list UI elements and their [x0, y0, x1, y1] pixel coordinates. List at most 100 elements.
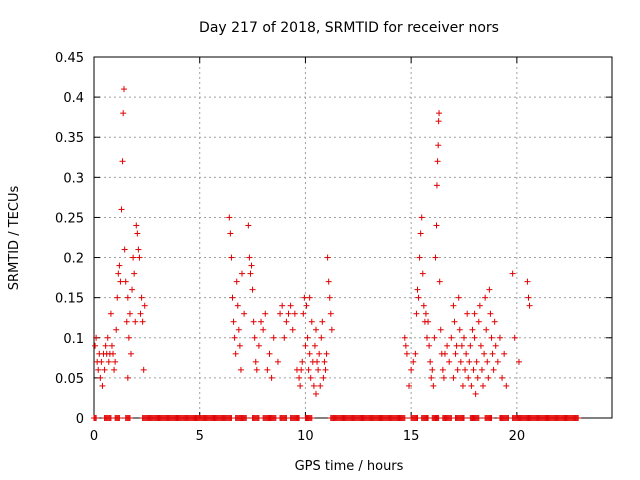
data-point [121, 246, 128, 253]
data-point [450, 374, 457, 381]
data-point [472, 390, 479, 397]
data-point [428, 374, 435, 381]
data-point [111, 366, 118, 373]
data-point [475, 415, 482, 421]
data-point [266, 350, 273, 357]
data-point [121, 86, 128, 93]
data-point [132, 318, 139, 325]
data-point [487, 310, 494, 317]
data-point [93, 334, 100, 341]
data-point [452, 350, 459, 357]
y-tick-label: 0.35 [55, 131, 84, 146]
y-tick-label: 0 [76, 412, 84, 427]
data-point [301, 294, 308, 301]
data-point [307, 374, 314, 381]
data-point [406, 382, 413, 389]
data-point [416, 254, 423, 261]
data-point [422, 310, 429, 317]
data-point [227, 230, 234, 237]
data-point [457, 358, 464, 365]
data-point [494, 358, 501, 365]
data-point [104, 334, 111, 341]
data-point [117, 278, 124, 285]
data-point [499, 374, 506, 381]
data-point [306, 294, 313, 301]
data-point [105, 358, 112, 365]
data-point [137, 310, 144, 317]
data-point [296, 415, 303, 421]
data-point [128, 350, 134, 357]
data-point [289, 326, 296, 333]
data-point [325, 278, 332, 285]
data-point [461, 415, 467, 421]
data-point [446, 358, 453, 365]
data-point [414, 286, 421, 293]
data-point [322, 366, 329, 373]
data-point [444, 342, 451, 349]
data-point [430, 382, 437, 389]
data-point [302, 342, 309, 349]
data-point [435, 118, 442, 125]
data-point [135, 246, 142, 253]
data-point [436, 278, 443, 285]
data-point [403, 350, 410, 357]
data-point [236, 342, 243, 349]
data-point [509, 270, 516, 277]
data-point [124, 374, 131, 381]
data-point [469, 326, 476, 333]
x-axis-label: GPS time / hours [295, 459, 404, 474]
data-point [408, 366, 415, 373]
data-point [401, 415, 408, 421]
data-point [318, 334, 325, 341]
data-point [466, 358, 473, 365]
data-point [524, 278, 531, 285]
data-point [252, 358, 259, 365]
data-point [426, 342, 433, 349]
data-point [433, 182, 440, 189]
data-point [114, 294, 121, 301]
data-point [93, 415, 100, 421]
data-point [247, 270, 254, 277]
plot-frame [93, 56, 613, 419]
data-point [402, 342, 409, 349]
data-point [319, 318, 326, 325]
data-point [277, 310, 284, 317]
y-tick-label: 0.3 [63, 171, 84, 186]
data-point [477, 342, 484, 349]
data-point [101, 366, 108, 373]
data-point [308, 415, 315, 421]
data-point [441, 350, 448, 357]
data-point [488, 415, 495, 421]
data-points [91, 86, 582, 421]
data-point [230, 318, 237, 325]
data-point [482, 294, 489, 301]
data-point [435, 142, 442, 149]
data-point [429, 366, 436, 373]
data-point [314, 358, 321, 365]
y-tick-label: 0.25 [55, 211, 84, 226]
data-point [315, 366, 322, 373]
data-point [471, 310, 478, 317]
data-point [300, 310, 307, 317]
data-point [439, 366, 446, 373]
data-point [511, 334, 518, 341]
chart-title: Day 217 of 2018, SRMTID for receiver nor… [199, 20, 499, 36]
data-point [481, 350, 488, 357]
data-point [483, 326, 490, 333]
data-point [467, 342, 474, 349]
data-point [456, 326, 463, 333]
data-point [459, 382, 466, 389]
data-point [490, 366, 497, 373]
data-point [279, 302, 286, 309]
data-point [303, 302, 310, 309]
data-point [473, 358, 480, 365]
data-point [448, 334, 455, 341]
y-tick-label: 0.05 [55, 372, 84, 387]
y-tick-label: 0.15 [55, 292, 84, 307]
data-point [324, 254, 331, 261]
y-tick-label: 0.2 [63, 252, 84, 267]
data-point [119, 158, 126, 165]
data-point [454, 366, 461, 373]
y-tick-label: 0.4 [63, 91, 84, 106]
data-point [419, 270, 426, 277]
